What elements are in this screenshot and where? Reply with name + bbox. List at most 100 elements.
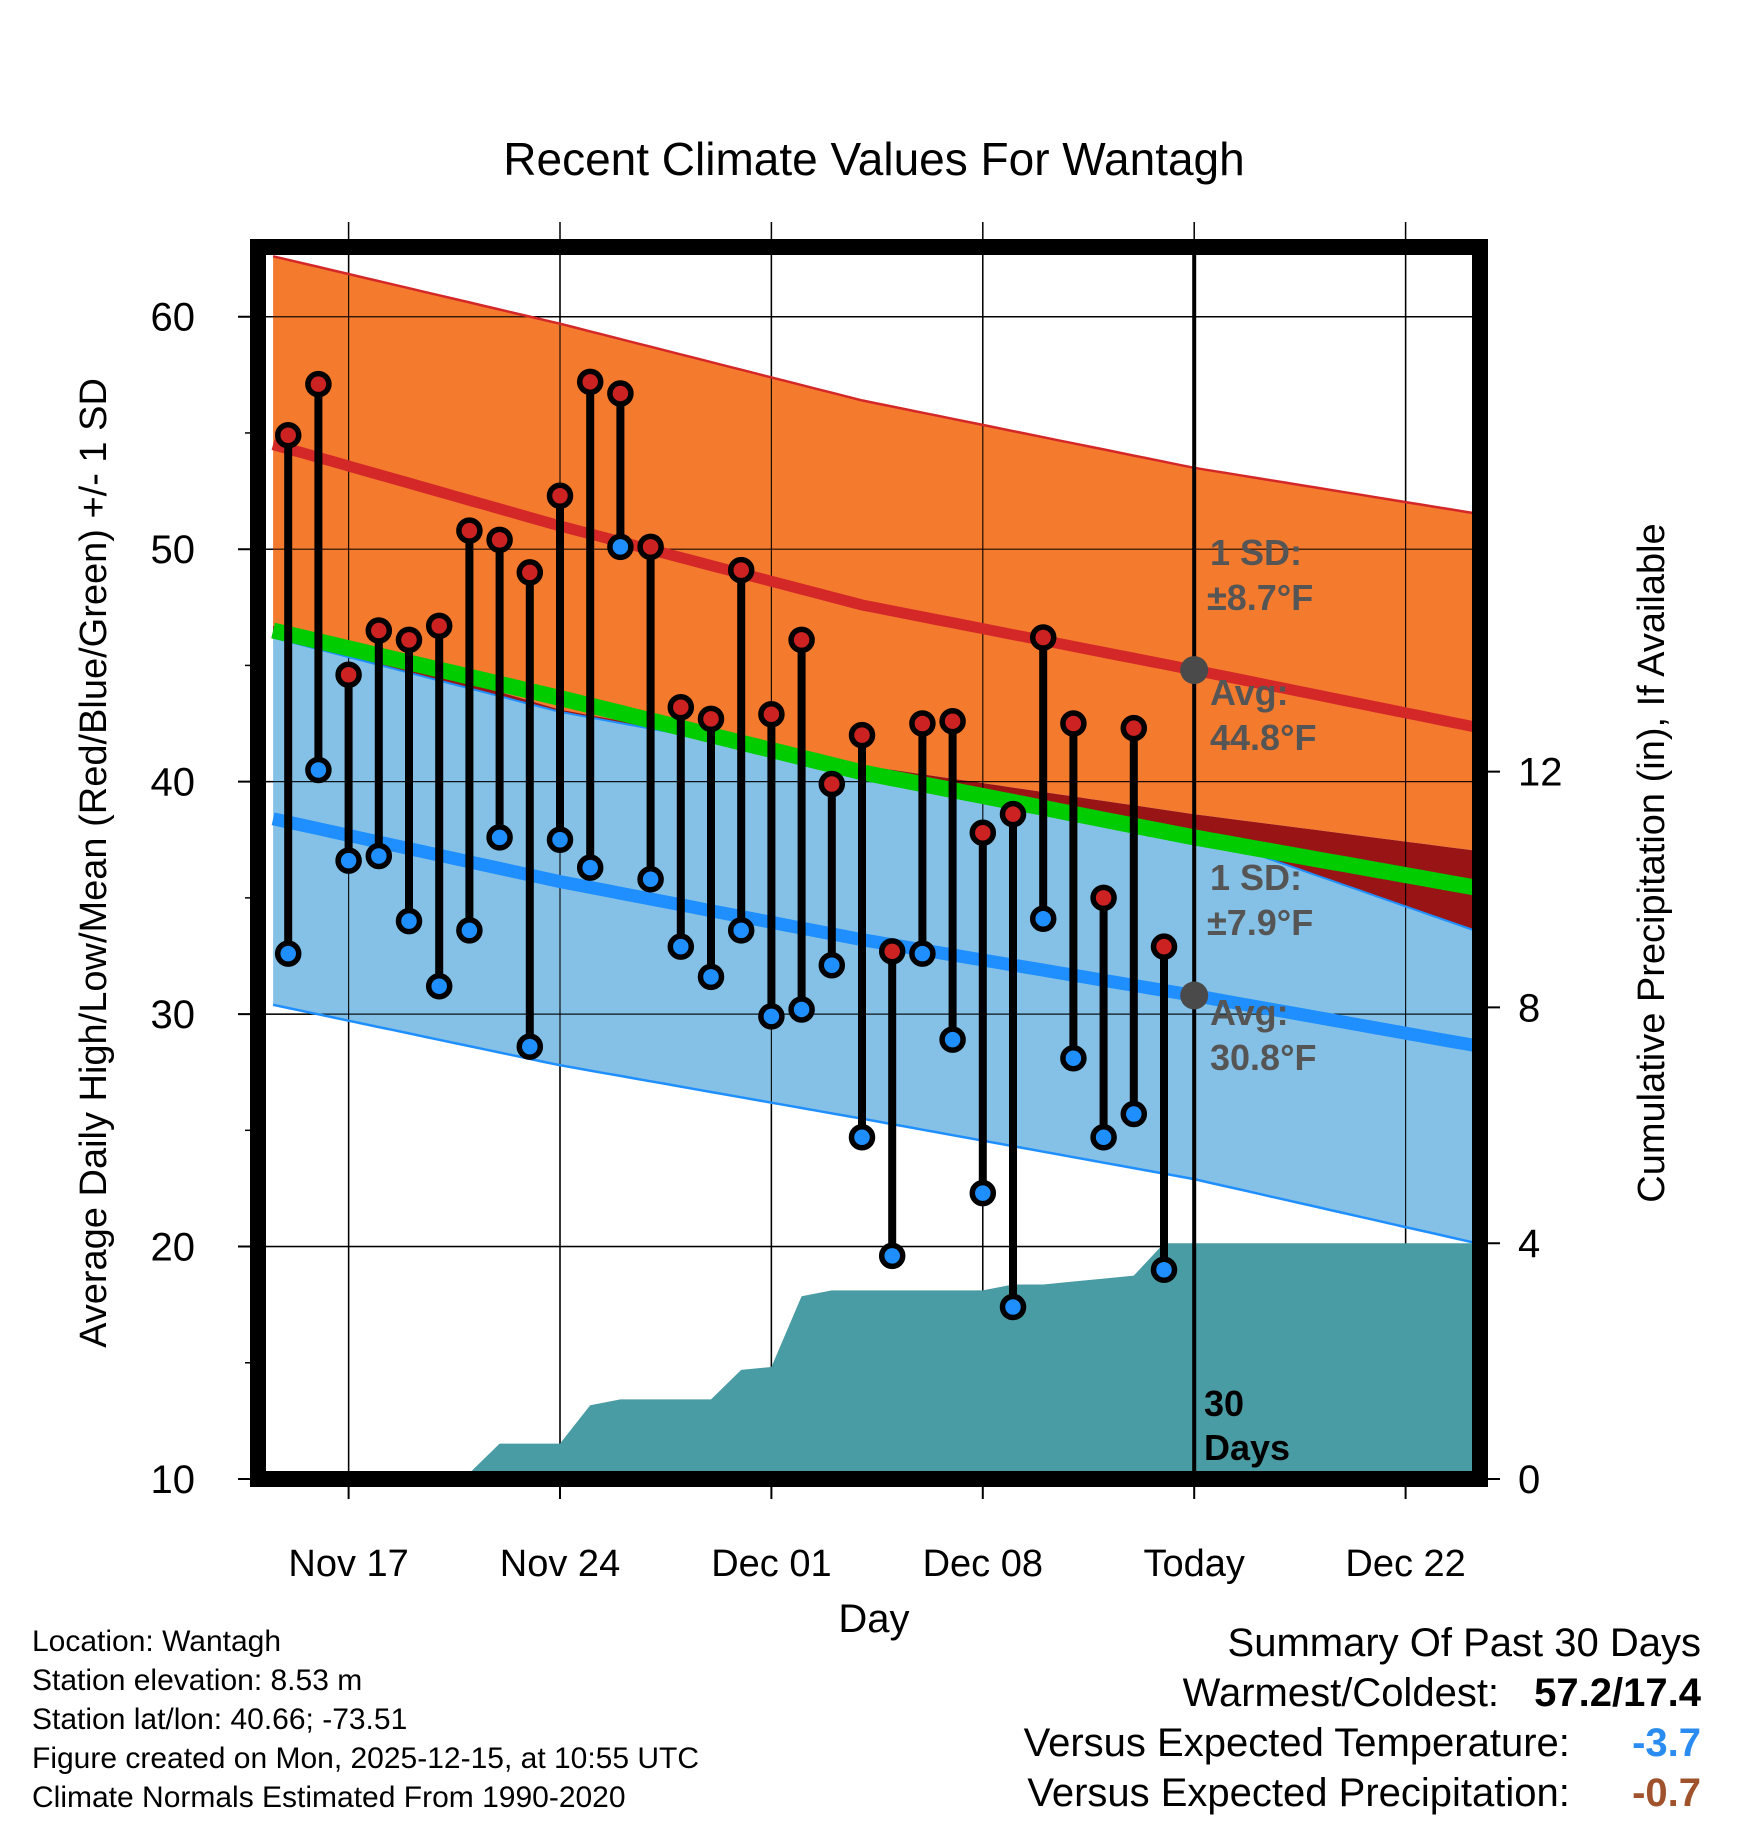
x-tick-label-4: Today	[1143, 1543, 1244, 1585]
temp-value: -3.7	[1632, 1721, 1701, 1765]
low-point-day-11	[576, 854, 604, 881]
days-word: Days	[1204, 1427, 1290, 1468]
high-point-day-29	[1120, 714, 1148, 742]
low-point-day-26	[1029, 905, 1057, 933]
high-point-day-19	[818, 770, 846, 798]
y-tick-label-2: 30	[151, 993, 196, 1037]
warm-cold-value: 57.2/17.4	[1534, 1671, 1701, 1715]
high-point-day-15	[697, 705, 725, 733]
low-avg-value: 30.8°F	[1210, 1037, 1316, 1078]
low-point-day-5	[395, 907, 423, 935]
low-avg-today-marker	[1180, 981, 1209, 1010]
high-point-day-6	[425, 612, 453, 640]
y-axis-label: Average Daily High/Low/Mean (Red/Blue/Gr…	[73, 378, 115, 1348]
station-latlon: Station lat/lon: 40.66; -73.51	[32, 1703, 408, 1736]
high-point-day-24	[969, 819, 997, 847]
precip-label: Versus Expected Precipitation:	[1027, 1771, 1570, 1815]
y-tick-label-0: 10	[151, 1458, 196, 1502]
low-point-day-18	[788, 996, 815, 1023]
high-sd-title: 1 SD:	[1210, 532, 1302, 573]
summary-precip-row: Versus Expected Precipitation: -0.7	[1024, 1768, 1701, 1818]
y-tick-label-5: 60	[151, 296, 196, 340]
y2-tick-label-3: 12	[1518, 751, 1563, 795]
low-lower-edge	[272, 1003, 1480, 1246]
x-tick-label-3: Dec 08	[923, 1543, 1043, 1585]
y2-tick-label-1: 4	[1518, 1222, 1540, 1266]
high-point-day-21	[878, 938, 906, 965]
plot-area	[258, 247, 1480, 1479]
high-point-day-8	[486, 526, 513, 554]
mean-avg-line	[271, 622, 1480, 897]
precip-value: -0.7	[1632, 1771, 1701, 1815]
summary-title: Summary Of Past 30 Days	[1227, 1621, 1701, 1665]
y2-tick-label-0: 0	[1518, 1458, 1540, 1502]
axes: 10 20 30 40 50 60 0 4 8 12 Nov 17 Nov 24 Dec 01 Dec 0…	[151, 296, 1563, 1585]
low-sd-title: 1 SD:	[1210, 857, 1302, 898]
high-point-day-23	[939, 707, 966, 735]
low-point-day-15	[697, 963, 725, 991]
low-point-day-4	[365, 842, 393, 870]
high-point-day-16	[727, 556, 755, 584]
station-location: Location: Wantagh	[32, 1625, 282, 1658]
low-point-day-10	[546, 826, 574, 854]
low-point-day-29	[1120, 1100, 1148, 1128]
y-tick-label-4: 50	[151, 528, 196, 572]
high-point-day-1	[274, 422, 302, 449]
climate-normals-period: Climate Normals Estimated From 1990-2020	[32, 1781, 626, 1814]
x-tick-label-2: Dec 01	[711, 1543, 831, 1585]
low-point-day-28	[1090, 1124, 1117, 1151]
figure-created: Figure created on Mon, 2025-12-15, at 10…	[32, 1742, 700, 1775]
high-point-day-14	[667, 694, 695, 721]
y-tick-label-1: 20	[151, 1226, 196, 1270]
high-point-day-9	[516, 559, 544, 586]
low-point-day-13	[637, 866, 664, 893]
low-point-day-17	[758, 1003, 785, 1030]
low-point-day-16	[727, 917, 755, 944]
x-axis-label: Day	[838, 1597, 909, 1641]
high-point-day-7	[456, 517, 483, 544]
precip-area	[273, 1243, 1480, 1479]
low-point-day-27	[1060, 1045, 1087, 1072]
low-point-day-6	[425, 972, 453, 1000]
high-point-day-5	[395, 626, 423, 654]
high-point-day-28	[1090, 884, 1117, 912]
high-point-day-11	[576, 368, 604, 396]
low-avg-line	[271, 812, 1480, 1053]
warm-cold-label: Warmest/Coldest:	[1182, 1671, 1500, 1715]
low-point-day-24	[969, 1179, 997, 1207]
high-avg-value: 44.8°F	[1210, 717, 1316, 758]
y-tick-label-3: 40	[151, 761, 196, 805]
summary-warm-cold-row: Warmest/Coldest: 57.2/17.4	[1024, 1668, 1701, 1718]
summary-panel: Summary Of Past 30 Days Warmest/Coldest:…	[1024, 1618, 1701, 1818]
low-point-day-8	[486, 824, 513, 851]
low-point-day-21	[878, 1242, 906, 1270]
low-sd-value: ±7.9°F	[1207, 902, 1313, 943]
temp-label: Versus Expected Temperature:	[1023, 1721, 1570, 1765]
high-sd-value: ±8.7°F	[1207, 577, 1313, 618]
days-count: 30	[1204, 1383, 1244, 1424]
high-point-day-12	[607, 380, 634, 407]
low-point-day-14	[667, 933, 695, 960]
y2-axis-label: Cumulative Precipitation (in), If Availa…	[1631, 523, 1673, 1202]
y2-tick-label-2: 8	[1518, 986, 1540, 1030]
high-point-day-17	[758, 700, 785, 728]
high-point-day-30	[1150, 933, 1178, 960]
low-point-day-12	[607, 533, 634, 561]
x-tick-label-5: Dec 22	[1345, 1543, 1465, 1585]
high-point-day-18	[788, 626, 815, 654]
low-point-day-2	[305, 756, 332, 784]
low-point-day-9	[516, 1033, 544, 1060]
low-point-day-23	[939, 1026, 966, 1053]
high-avg-title: Avg:	[1210, 672, 1289, 713]
high-avg-line	[271, 439, 1480, 734]
low-point-day-25	[999, 1293, 1027, 1321]
high-point-day-13	[637, 533, 664, 561]
low-point-day-1	[274, 940, 302, 967]
low-point-day-30	[1150, 1256, 1178, 1284]
low-avg-title: Avg:	[1210, 992, 1289, 1033]
plot-frame	[250, 239, 1488, 1487]
high-point-day-25	[999, 800, 1027, 828]
high-point-day-20	[848, 721, 876, 749]
low-point-day-22	[909, 940, 936, 967]
